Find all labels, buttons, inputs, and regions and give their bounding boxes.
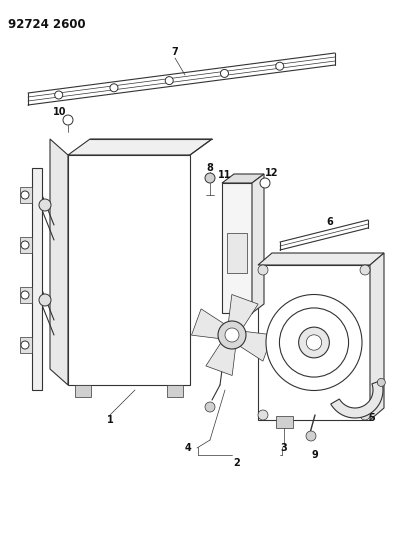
Circle shape: [377, 378, 385, 386]
Text: 3: 3: [281, 443, 287, 453]
Circle shape: [205, 402, 215, 412]
Circle shape: [218, 321, 246, 349]
Polygon shape: [32, 168, 42, 390]
Polygon shape: [331, 381, 383, 418]
Text: 5: 5: [369, 413, 375, 423]
Circle shape: [258, 265, 268, 275]
Circle shape: [276, 62, 284, 70]
Circle shape: [360, 265, 370, 275]
Circle shape: [225, 328, 239, 342]
Text: 8: 8: [206, 163, 214, 173]
Circle shape: [165, 77, 173, 85]
Polygon shape: [241, 332, 273, 361]
Circle shape: [21, 341, 29, 349]
Text: 11: 11: [218, 170, 232, 180]
Circle shape: [39, 294, 51, 306]
Circle shape: [299, 327, 329, 358]
Polygon shape: [258, 253, 384, 265]
Polygon shape: [229, 295, 258, 326]
Text: 9: 9: [312, 450, 318, 460]
Polygon shape: [20, 287, 32, 303]
Polygon shape: [206, 344, 235, 375]
Text: 4: 4: [185, 443, 191, 453]
Circle shape: [55, 91, 63, 99]
Circle shape: [110, 84, 118, 92]
Polygon shape: [276, 416, 293, 428]
Polygon shape: [50, 139, 68, 385]
Circle shape: [260, 178, 270, 188]
Text: 92724 2600: 92724 2600: [8, 18, 85, 31]
Polygon shape: [75, 385, 91, 397]
Polygon shape: [20, 337, 32, 353]
Polygon shape: [68, 155, 190, 385]
Polygon shape: [227, 233, 247, 273]
Circle shape: [266, 295, 362, 391]
Circle shape: [279, 308, 349, 377]
Polygon shape: [68, 139, 212, 155]
Circle shape: [306, 431, 316, 441]
Polygon shape: [222, 183, 252, 313]
Circle shape: [205, 173, 215, 183]
Circle shape: [21, 191, 29, 199]
Circle shape: [21, 291, 29, 299]
Text: 12: 12: [265, 168, 279, 178]
Polygon shape: [20, 237, 32, 253]
Circle shape: [63, 115, 73, 125]
Polygon shape: [167, 385, 183, 397]
Circle shape: [39, 199, 51, 211]
Polygon shape: [191, 309, 223, 338]
Polygon shape: [222, 174, 264, 183]
Circle shape: [258, 410, 268, 420]
Text: 6: 6: [327, 217, 333, 227]
Polygon shape: [370, 253, 384, 420]
Text: 1: 1: [107, 415, 113, 425]
Circle shape: [306, 335, 322, 350]
Text: 10: 10: [53, 107, 67, 117]
Circle shape: [360, 410, 370, 420]
Polygon shape: [20, 187, 32, 203]
Text: 2: 2: [234, 458, 240, 468]
Circle shape: [221, 69, 229, 77]
Polygon shape: [258, 265, 370, 420]
Circle shape: [21, 241, 29, 249]
Text: 7: 7: [172, 47, 178, 57]
Polygon shape: [252, 174, 264, 313]
